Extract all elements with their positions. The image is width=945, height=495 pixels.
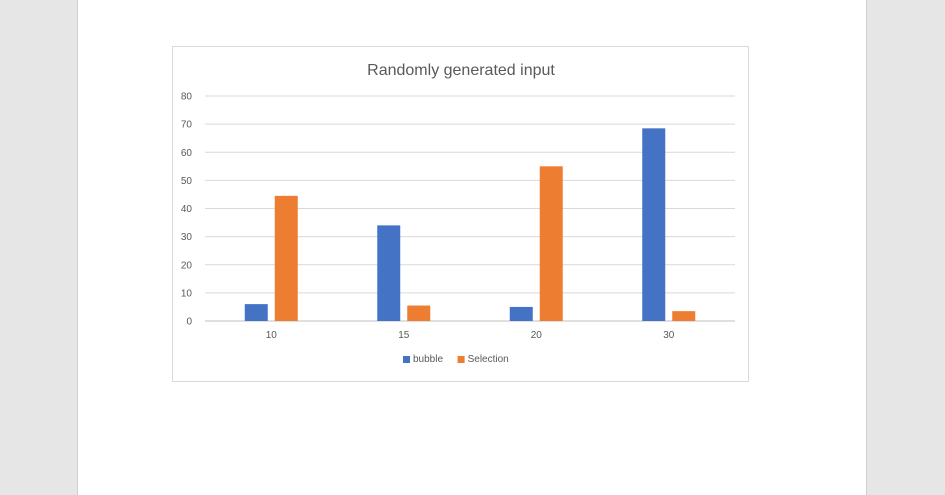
legend[interactable]: bubble Selection	[403, 354, 509, 365]
bar-chart: Randomly generated input 0 10 20 30 40 50 60 70…	[181, 62, 735, 365]
y-tick-label: 60	[181, 148, 193, 159]
bar-bubble-20[interactable]	[509, 306, 533, 321]
bar-selection-20[interactable]	[539, 166, 563, 321]
y-tick-label: 20	[181, 260, 193, 271]
bar-selection-30[interactable]	[672, 311, 696, 321]
x-tick-label: 10	[266, 330, 278, 341]
legend-swatch-bubble	[403, 356, 410, 363]
chart-title: Randomly generated input	[367, 62, 555, 79]
y-tick-label: 50	[181, 176, 193, 187]
bar-selection-15[interactable]	[407, 305, 431, 321]
x-tick-label: 20	[531, 330, 543, 341]
bar-bubble-30[interactable]	[642, 128, 666, 321]
y-tick-label: 10	[181, 288, 193, 299]
y-tick-label: 30	[181, 232, 193, 243]
bar-bubble-15[interactable]	[377, 225, 401, 321]
x-tick-label: 15	[398, 330, 410, 341]
y-tick-label: 0	[186, 317, 192, 328]
bar-bubble-10[interactable]	[244, 304, 268, 321]
legend-label-selection: Selection	[468, 354, 509, 365]
y-axis-tick-labels: 0 10 20 30 40 50 60 70 80	[181, 92, 193, 328]
bars	[244, 128, 696, 321]
legend-swatch-selection	[457, 356, 465, 363]
y-tick-label: 70	[181, 120, 193, 131]
y-tick-label: 40	[181, 204, 193, 215]
legend-label-bubble: bubble	[413, 354, 443, 365]
chart-area[interactable]: Randomly generated input 0 10 20 30 40 50 60 70…	[172, 46, 749, 382]
bar-selection-10[interactable]	[274, 195, 298, 321]
x-tick-label: 30	[663, 330, 675, 341]
x-axis-tick-labels: 10 15 20 30	[266, 330, 675, 341]
y-tick-label: 80	[181, 92, 193, 103]
